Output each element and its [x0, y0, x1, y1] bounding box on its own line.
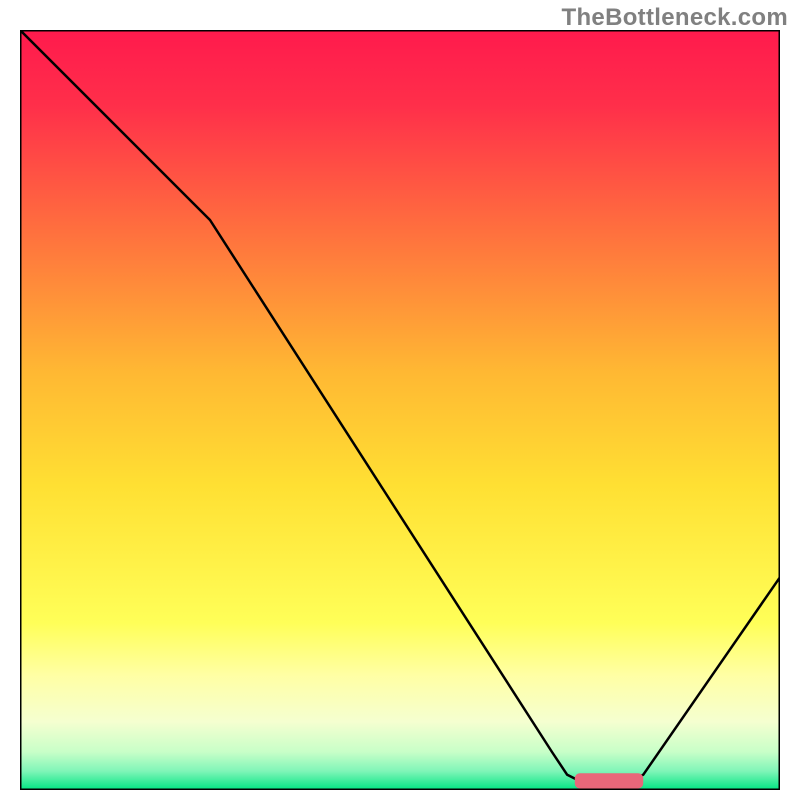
plot-svg [20, 30, 780, 790]
optimal-marker [575, 773, 643, 788]
watermark-text: TheBottleneck.com [562, 4, 788, 32]
chart-container: TheBottleneck.com [0, 0, 800, 800]
bottleneck-plot [20, 30, 780, 790]
